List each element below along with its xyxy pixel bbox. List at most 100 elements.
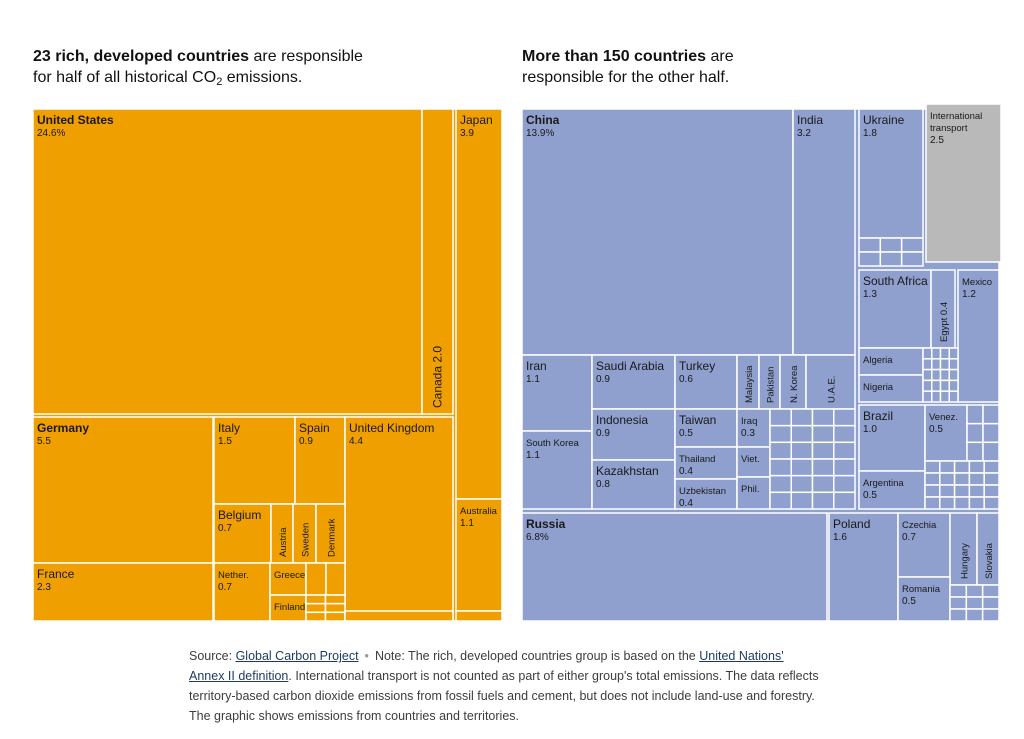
rich-small-tile [324,602,346,614]
other-small-tile [811,441,835,460]
cell-belgium [213,503,272,564]
value-germany: 5.5 [37,436,51,447]
other-small-tile [790,408,814,427]
other-small-tile [968,472,985,486]
other-small-tile [939,390,950,403]
other-small-tile [983,472,1000,486]
un-annex-link-part1[interactable]: United Nations' [699,649,784,663]
label-hungary: Hungary [960,543,971,579]
value-mexico: 1.2 [962,289,976,300]
label-thailand: Thailand [679,454,715,465]
other-small-tile [981,608,1000,622]
other-small-tile [965,608,984,622]
other-small-tile [811,474,835,494]
other-small-tile [924,460,941,474]
other-small-tile [769,491,792,510]
other-small-tile [948,368,959,382]
other-small-tile [790,458,814,477]
label-spain: Spain [299,421,330,435]
label-canada: Canada 2.0 [431,346,445,408]
label-egypt: Egypt 0.4 [939,302,950,342]
source-label: Source: [189,649,236,663]
other-small-tile [858,251,882,267]
other-small-tile [949,596,968,610]
value-india: 3.2 [797,128,811,139]
cell-brazil [858,404,926,472]
other-small-tile [922,347,933,360]
other-small-tile [922,358,933,371]
label-germany: Germany [37,421,89,435]
label-taiwan: Taiwan [679,413,716,427]
cell-south-africa [858,269,932,349]
right-heading-line2: responsible for the other half. [522,69,730,86]
other-small-tile [900,251,924,267]
cell-india [792,108,856,356]
value-iraq: 0.3 [741,428,755,439]
cell-international-transport [925,103,1002,263]
label-china: China [526,113,560,127]
other-small-tile [981,596,1000,610]
rich-small-tile [305,602,327,614]
value-uzbekistan: 0.4 [679,498,693,509]
global-carbon-project-link[interactable]: Global Carbon Project [235,649,359,663]
other-small-tile [953,496,971,510]
other-small-tile [983,484,1000,498]
label-international-transport: International [930,111,982,122]
other-small-tile [949,608,968,622]
co2-subscript: 2 [216,76,223,88]
left-group-heading: 23 rich, developed countries are respons… [33,46,413,88]
label-nigeria: Nigeria [863,382,894,393]
cell-japan [455,108,503,500]
other-small-tile [948,390,959,403]
label-iran: Iran [526,359,547,373]
value-czechia: 0.7 [902,532,916,543]
cell-canada [421,108,454,415]
other-small-tile [790,474,814,494]
other-small-tile [833,441,856,460]
cell-france [32,562,214,622]
other-small-tile [939,358,950,371]
other-small-tile [924,472,941,486]
other-small-tile [948,358,959,371]
other-small-tile [981,584,1000,598]
label-austria: Austria [278,527,289,557]
other-small-tile [833,408,856,427]
other-small-tile [922,390,933,403]
note-intro: Note: The rich, developed countries grou… [374,649,700,663]
label-sweden: Sweden [301,523,312,557]
other-small-tile [939,379,950,392]
other-small-tile [900,237,924,253]
cell-turkey [674,354,738,410]
other-small-tile [948,379,959,392]
other-small-tile [931,390,942,403]
cell-phil [736,476,771,510]
label-mexico: Mexico [962,277,992,288]
other-small-tile [769,441,792,460]
cell-czechia [897,512,951,578]
rich-small-tile [305,594,327,605]
cell-ukraine [858,108,924,239]
other-small-tile [939,347,950,360]
label-u-a-e: U.A.E. [827,376,838,403]
other-small-tile [769,424,792,444]
label-south-korea: South Korea [526,438,580,449]
label-denmark: Denmark [327,518,338,557]
other-small-tile [931,358,942,371]
other-small-tile [966,404,984,425]
label-malaysia: Malaysia [744,365,755,403]
un-annex-link-part2[interactable]: Annex II definition [189,669,289,683]
other-small-tile [953,472,971,486]
cell-u-a-e [805,354,856,410]
rich-small-tile [324,594,346,605]
label-international-transport-1: transport [930,123,968,134]
rich-small-tile [305,562,327,596]
label-finland: Finland [274,602,305,613]
other-small-tile [965,596,984,610]
value-nether: 0.7 [218,582,232,593]
cell-argentina [858,470,926,510]
other-small-tile [939,472,956,486]
cell-mexico [957,269,1000,403]
label-south-africa: South Africa [863,274,928,288]
label-slovakia: Slovakia [984,542,995,579]
label-poland: Poland [833,517,870,531]
